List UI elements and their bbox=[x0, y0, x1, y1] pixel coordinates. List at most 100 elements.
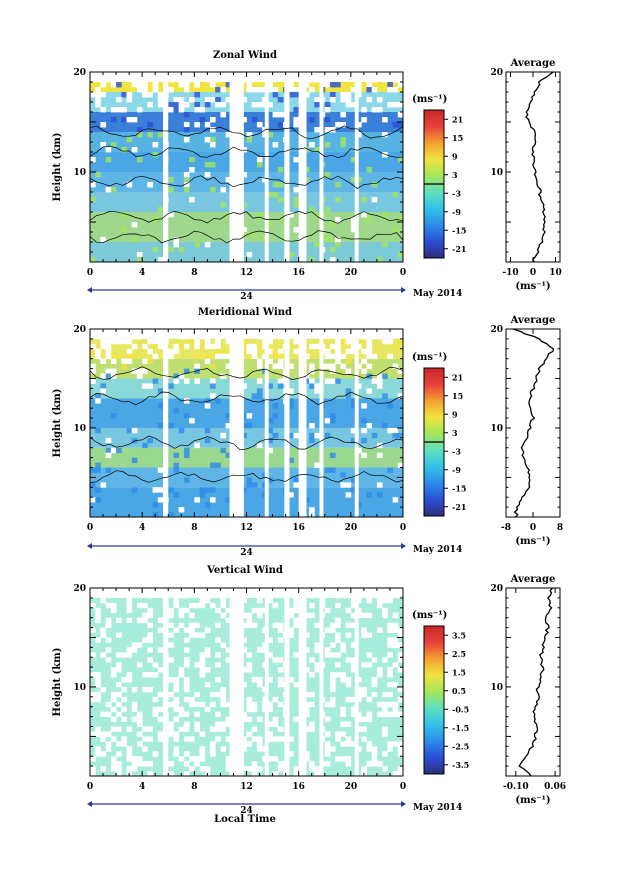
missing-data-cell bbox=[329, 627, 336, 633]
missing-data-cell bbox=[293, 652, 300, 658]
heatmap-cell bbox=[392, 432, 399, 439]
heatmap-cell bbox=[209, 187, 216, 193]
missing-data-cell bbox=[241, 597, 247, 604]
missing-data-cell bbox=[371, 353, 378, 360]
missing-data-cell bbox=[267, 706, 273, 713]
heatmap-cell bbox=[147, 437, 153, 444]
heatmap-cell bbox=[329, 418, 336, 424]
missing-data-cell bbox=[168, 657, 174, 663]
missing-data-cell bbox=[256, 746, 263, 752]
heatmap-cell bbox=[199, 117, 206, 123]
missing-data-cell bbox=[387, 87, 393, 93]
missing-data-cell bbox=[277, 726, 284, 732]
missing-data-cell bbox=[277, 622, 284, 628]
missing-data-cell bbox=[397, 686, 404, 693]
missing-data-cell bbox=[314, 766, 320, 772]
missing-data-cell bbox=[246, 612, 253, 619]
missing-data-cell bbox=[350, 662, 357, 668]
heatmap-cell bbox=[204, 102, 211, 108]
missing-data-cell bbox=[288, 388, 294, 394]
heatmap-cell bbox=[105, 373, 112, 379]
heatmap-cell bbox=[241, 232, 247, 238]
heatmap-cell bbox=[168, 247, 174, 253]
missing-data-cell bbox=[324, 127, 331, 133]
missing-data-cell bbox=[345, 696, 352, 703]
heatmap-cell bbox=[392, 227, 399, 233]
missing-data-cell bbox=[256, 363, 263, 369]
missing-data-cell bbox=[267, 447, 273, 454]
missing-data-cell bbox=[105, 147, 112, 153]
missing-data-cell bbox=[293, 227, 300, 233]
data-gap bbox=[284, 329, 290, 517]
meridional-wind-title: Meridional Wind bbox=[198, 307, 292, 318]
missing-data-cell bbox=[157, 647, 164, 653]
missing-data-cell bbox=[152, 142, 159, 148]
missing-data-cell bbox=[256, 378, 263, 384]
heatmap-cell bbox=[246, 137, 253, 143]
missing-data-cell bbox=[246, 348, 253, 355]
missing-data-cell bbox=[397, 766, 404, 772]
heatmap-cell bbox=[329, 452, 336, 459]
missing-data-cell bbox=[116, 632, 122, 638]
meridional-wind-day-axis bbox=[87, 543, 406, 549]
heatmap-cell bbox=[272, 413, 279, 419]
missing-data-cell bbox=[397, 102, 404, 108]
missing-data-cell bbox=[345, 721, 352, 727]
missing-data-cell bbox=[272, 112, 279, 118]
missing-data-cell bbox=[397, 667, 404, 673]
missing-data-cell bbox=[126, 182, 133, 188]
vertical-wind-day-label: 24 bbox=[240, 806, 253, 816]
missing-data-cell bbox=[397, 657, 404, 663]
heatmap-cell bbox=[131, 457, 138, 463]
heatmap-cell bbox=[382, 212, 388, 218]
missing-data-cell bbox=[131, 642, 138, 648]
missing-data-cell bbox=[178, 612, 185, 619]
zero-contour bbox=[89, 145, 404, 158]
meridional-wind-average-profile bbox=[512, 328, 555, 518]
missing-data-cell bbox=[309, 766, 315, 772]
missing-data-cell bbox=[116, 711, 122, 718]
data-gap bbox=[298, 72, 307, 262]
missing-data-cell bbox=[277, 766, 284, 772]
zonal-wind-colorbar bbox=[423, 109, 448, 259]
missing-data-cell bbox=[110, 607, 117, 614]
heatmap-cell bbox=[147, 122, 153, 128]
vertical-wind-colorbar-tick: -3.5 bbox=[452, 760, 469, 770]
missing-data-cell bbox=[329, 127, 336, 133]
missing-data-cell bbox=[136, 731, 143, 737]
missing-data-cell bbox=[335, 622, 341, 628]
missing-data-cell bbox=[329, 686, 336, 693]
heatmap-cell bbox=[324, 172, 331, 178]
missing-data-cell bbox=[126, 677, 133, 683]
missing-data-cell bbox=[209, 393, 216, 399]
missing-data-cell bbox=[314, 667, 320, 673]
heatmap-cell bbox=[183, 127, 190, 133]
heatmap-cell bbox=[209, 137, 216, 143]
missing-data-cell bbox=[194, 82, 200, 88]
missing-data-cell bbox=[157, 257, 164, 263]
missing-data-cell bbox=[95, 102, 101, 108]
missing-data-cell bbox=[204, 667, 211, 673]
missing-data-cell bbox=[361, 358, 367, 365]
missing-data-cell bbox=[100, 711, 107, 718]
missing-data-cell bbox=[345, 92, 352, 98]
heatmap-cell bbox=[345, 358, 352, 365]
heatmap-cell bbox=[366, 167, 373, 173]
missing-data-cell bbox=[314, 622, 320, 628]
missing-data-cell bbox=[131, 427, 138, 434]
missing-data-cell bbox=[157, 97, 164, 103]
missing-data-cell bbox=[272, 721, 279, 727]
missing-data-cell bbox=[324, 418, 331, 424]
missing-data-cell bbox=[100, 373, 107, 379]
missing-data-cell bbox=[350, 338, 357, 345]
missing-data-cell bbox=[241, 227, 247, 233]
missing-data-cell bbox=[110, 338, 117, 345]
missing-data-cell bbox=[241, 172, 247, 178]
missing-data-cell bbox=[356, 132, 362, 138]
missing-data-cell bbox=[329, 652, 336, 658]
missing-data-cell bbox=[110, 667, 117, 673]
heatmap-cell bbox=[241, 423, 247, 429]
missing-data-cell bbox=[110, 691, 117, 698]
missing-data-cell bbox=[350, 597, 357, 604]
missing-data-cell bbox=[371, 197, 378, 203]
